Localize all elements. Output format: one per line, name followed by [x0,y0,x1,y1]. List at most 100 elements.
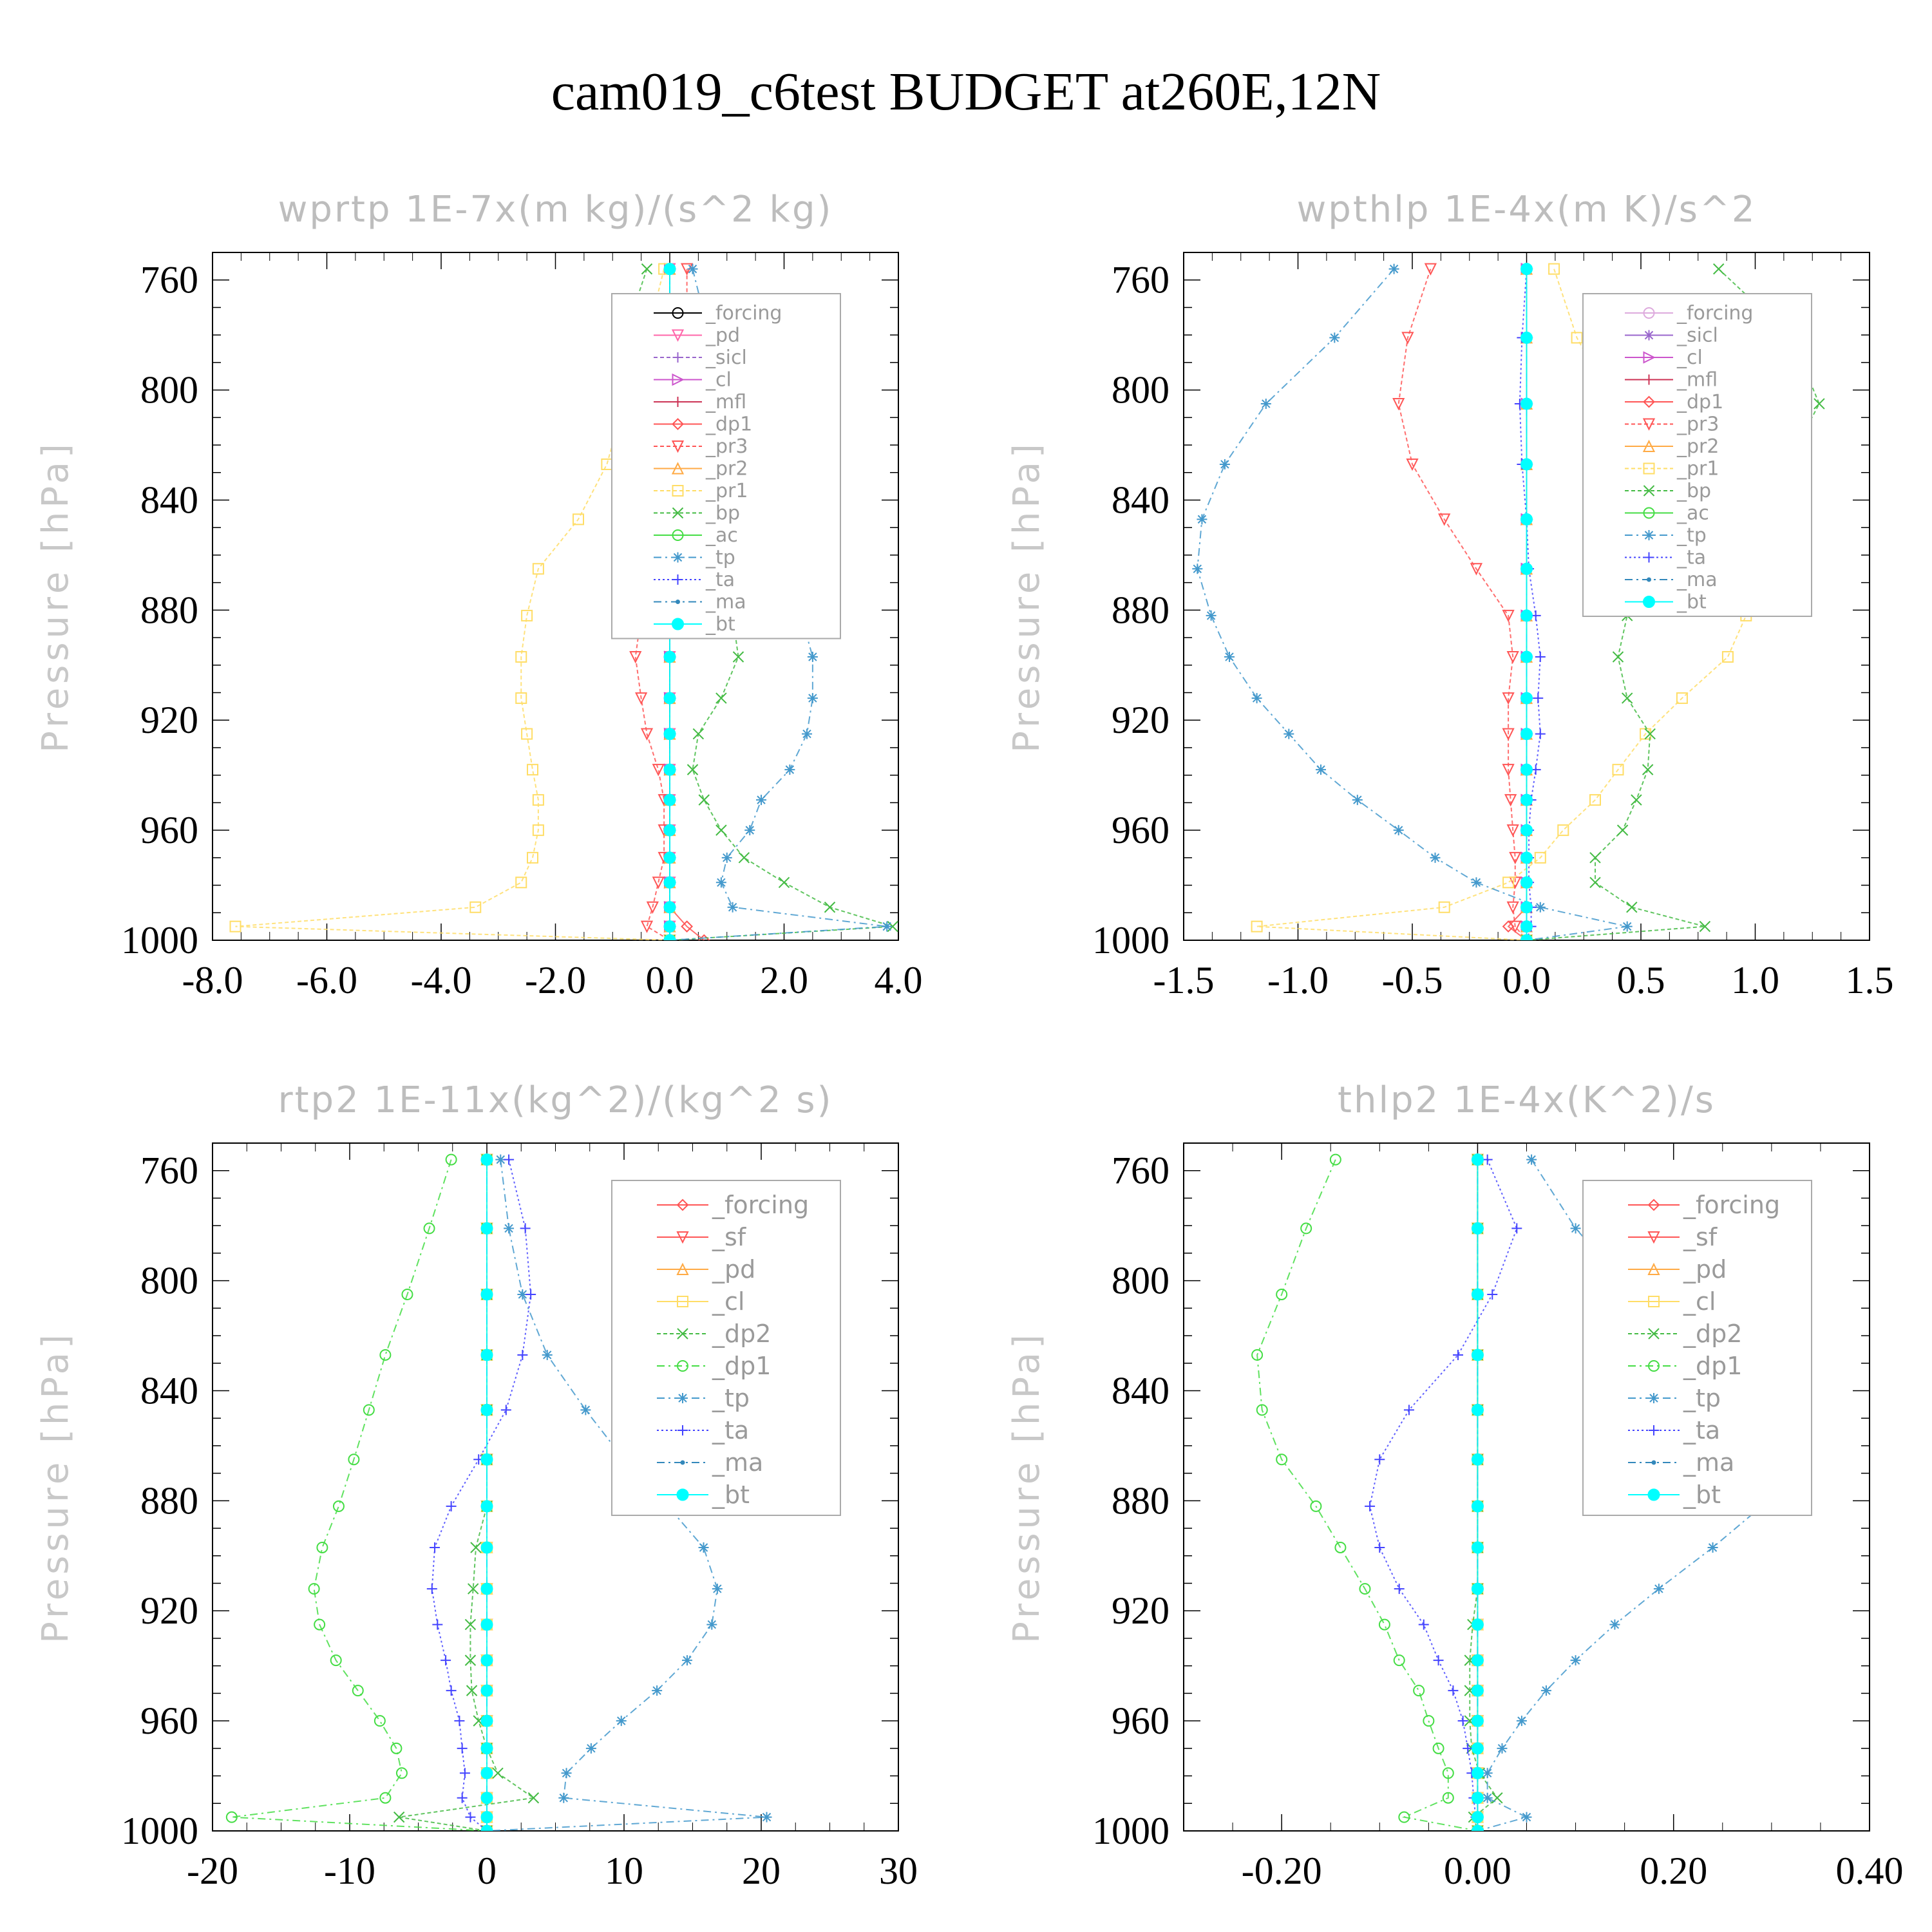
data-point [379,1792,392,1804]
y-tick-label: 920 [140,699,198,741]
x-tick-label: -0.20 [1242,1850,1322,1892]
y-tick-label: 1000 [1092,919,1170,961]
data-point [1471,1582,1484,1595]
data-point [1352,795,1363,806]
data-point [1653,1584,1664,1595]
data-point [663,692,676,705]
x-tick-label: 20 [742,1850,781,1892]
legend-label: _cl [1683,1287,1716,1316]
legend-label: _pr2 [1676,435,1719,458]
data-point [1520,692,1533,705]
x-tick-label: 0.00 [1444,1850,1511,1892]
data-point [1540,1685,1551,1696]
series-line [431,1159,532,1831]
legend-marker [1643,552,1654,563]
data-point [692,728,705,740]
data-point [495,1154,506,1165]
data-point [698,1542,709,1553]
data-point [515,650,527,663]
data-point [663,920,676,933]
data-point [1520,458,1533,471]
data-point [1699,920,1711,933]
legend-marker [676,1198,689,1211]
data-point [641,263,653,275]
legend-label: _ma [1676,569,1718,591]
data-point [1482,1154,1493,1165]
legend-label: _ma [705,591,746,614]
data-point [515,876,527,889]
legend-label: _cl [1676,346,1703,369]
data-point [1224,651,1235,662]
data-point [1557,824,1569,837]
data-point [1393,825,1404,836]
legend-marker [672,529,684,541]
data-point [715,877,726,888]
data-point [1570,1655,1581,1666]
data-point [715,692,727,704]
legend-marker [1643,596,1655,608]
legend-marker [1643,485,1655,497]
legend-marker [676,1231,689,1244]
data-point [1609,1619,1620,1630]
legend-label: _dp1 [712,1352,771,1380]
data-point [480,1153,493,1166]
data-point [1520,793,1533,806]
data-point [379,1349,392,1361]
legend-label: _sicl [705,346,747,369]
legend-marker [1649,1425,1659,1435]
legend-label: _sicl [1676,325,1718,347]
panel-title: rtp2 1E-11x(kg^2)/(kg^2 s) [278,1079,833,1121]
x-tick-label: 1.0 [1731,959,1779,1001]
data-point [778,876,790,888]
data-point [1526,1154,1537,1165]
data-point [629,650,642,664]
data-point [430,1542,440,1553]
y-tick-label: 1000 [121,1810,198,1852]
legend-label: _bp [705,502,740,525]
data-point [1300,1222,1312,1235]
data-point [401,1288,413,1300]
data-point [882,921,893,932]
data-point [1401,332,1414,345]
legend-marker [1651,1460,1656,1465]
data-point [1631,794,1642,806]
legend-marker [677,1328,688,1340]
data-point [1430,852,1441,863]
data-point [440,1655,451,1666]
data-point [1520,824,1533,837]
data-point [480,1684,493,1697]
data-point [1471,1618,1484,1631]
data-point [1406,458,1419,471]
data-point [1471,1714,1484,1727]
series-layer [1251,1153,1792,1831]
x-tick-label: -6.0 [296,959,357,1001]
y-tick-label: 840 [1112,1369,1170,1412]
data-point [1535,651,1546,662]
data-point [652,876,665,889]
series-line [1519,269,1541,940]
legend-box [611,293,841,639]
data-point [1197,514,1208,525]
data-point [454,1716,465,1727]
data-point [1621,692,1633,704]
data-point [1442,1792,1454,1804]
legend-marker [672,352,683,363]
legend-label: _pr3 [705,435,748,458]
data-point [1520,562,1533,575]
data-point [1310,1500,1322,1512]
data-point [744,825,755,836]
data-point [1520,763,1533,776]
legend-label: _forcing [1683,1191,1780,1219]
data-point [1707,1542,1718,1553]
data-point [393,1811,405,1823]
legend-marker [1647,1262,1660,1275]
data-point [652,764,665,777]
data-point [1283,728,1294,739]
data-point [1276,1288,1288,1300]
legend-marker [1643,530,1654,540]
data-point [480,1403,493,1416]
series-line [1507,269,1528,940]
data-point [1534,851,1546,864]
data-point [423,1222,435,1235]
legend-box [1582,293,1812,617]
